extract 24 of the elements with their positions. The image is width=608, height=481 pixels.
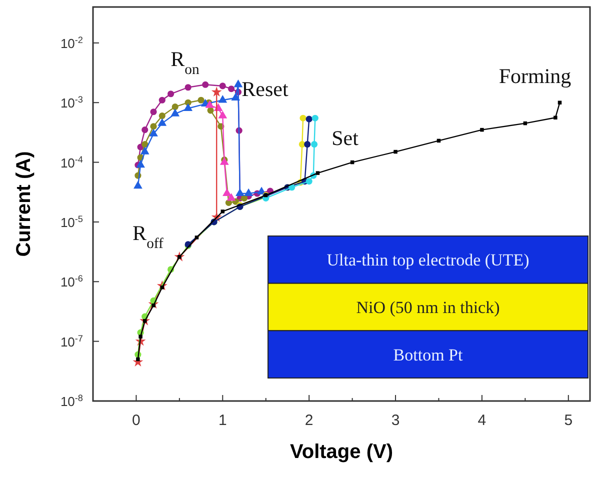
annotation: NiO (50 nm in thick) — [356, 298, 500, 317]
y-tick-label: 10$^{-5}$ — [60, 214, 83, 230]
x-tick-label: 4 — [478, 412, 486, 429]
x-tick-label: 5 — [564, 412, 573, 429]
annotation: R$_{off}$ — [132, 221, 164, 252]
annotation: R$_{on}$ — [170, 47, 200, 78]
y-tick-label: 10$^{-7}$ — [60, 333, 83, 350]
x-tick-label: 0 — [132, 412, 140, 429]
x-axis-title: Voltage (V) — [290, 441, 393, 463]
annotation: Bottom Pt — [393, 345, 463, 364]
y-tick-label: 10$^{-6}$ — [60, 274, 83, 290]
y-tick-label: 10$^{-3}$ — [60, 94, 83, 111]
y-tick-label: 10$^{-2}$ — [60, 34, 83, 51]
annotation: Reset — [242, 77, 288, 101]
y-tick-label: 10$^{-4}$ — [60, 154, 83, 170]
annotation: Set — [332, 126, 359, 150]
annotation: Forming — [498, 64, 572, 88]
annotation: Ulta-thin top electrode (UTE) — [326, 250, 530, 270]
x-tick-label: 1 — [218, 412, 227, 429]
x-tick-label: 3 — [391, 412, 400, 429]
y-tick-label: 10$^{-8}$ — [60, 393, 83, 409]
y-axis-title: Current (A) — [13, 151, 35, 257]
device-layer-stack: Ulta-thin top electrode (UTE) NiO (50 nm in thick) Bottom Pt — [268, 236, 588, 378]
x-tick-label: 2 — [304, 412, 314, 429]
